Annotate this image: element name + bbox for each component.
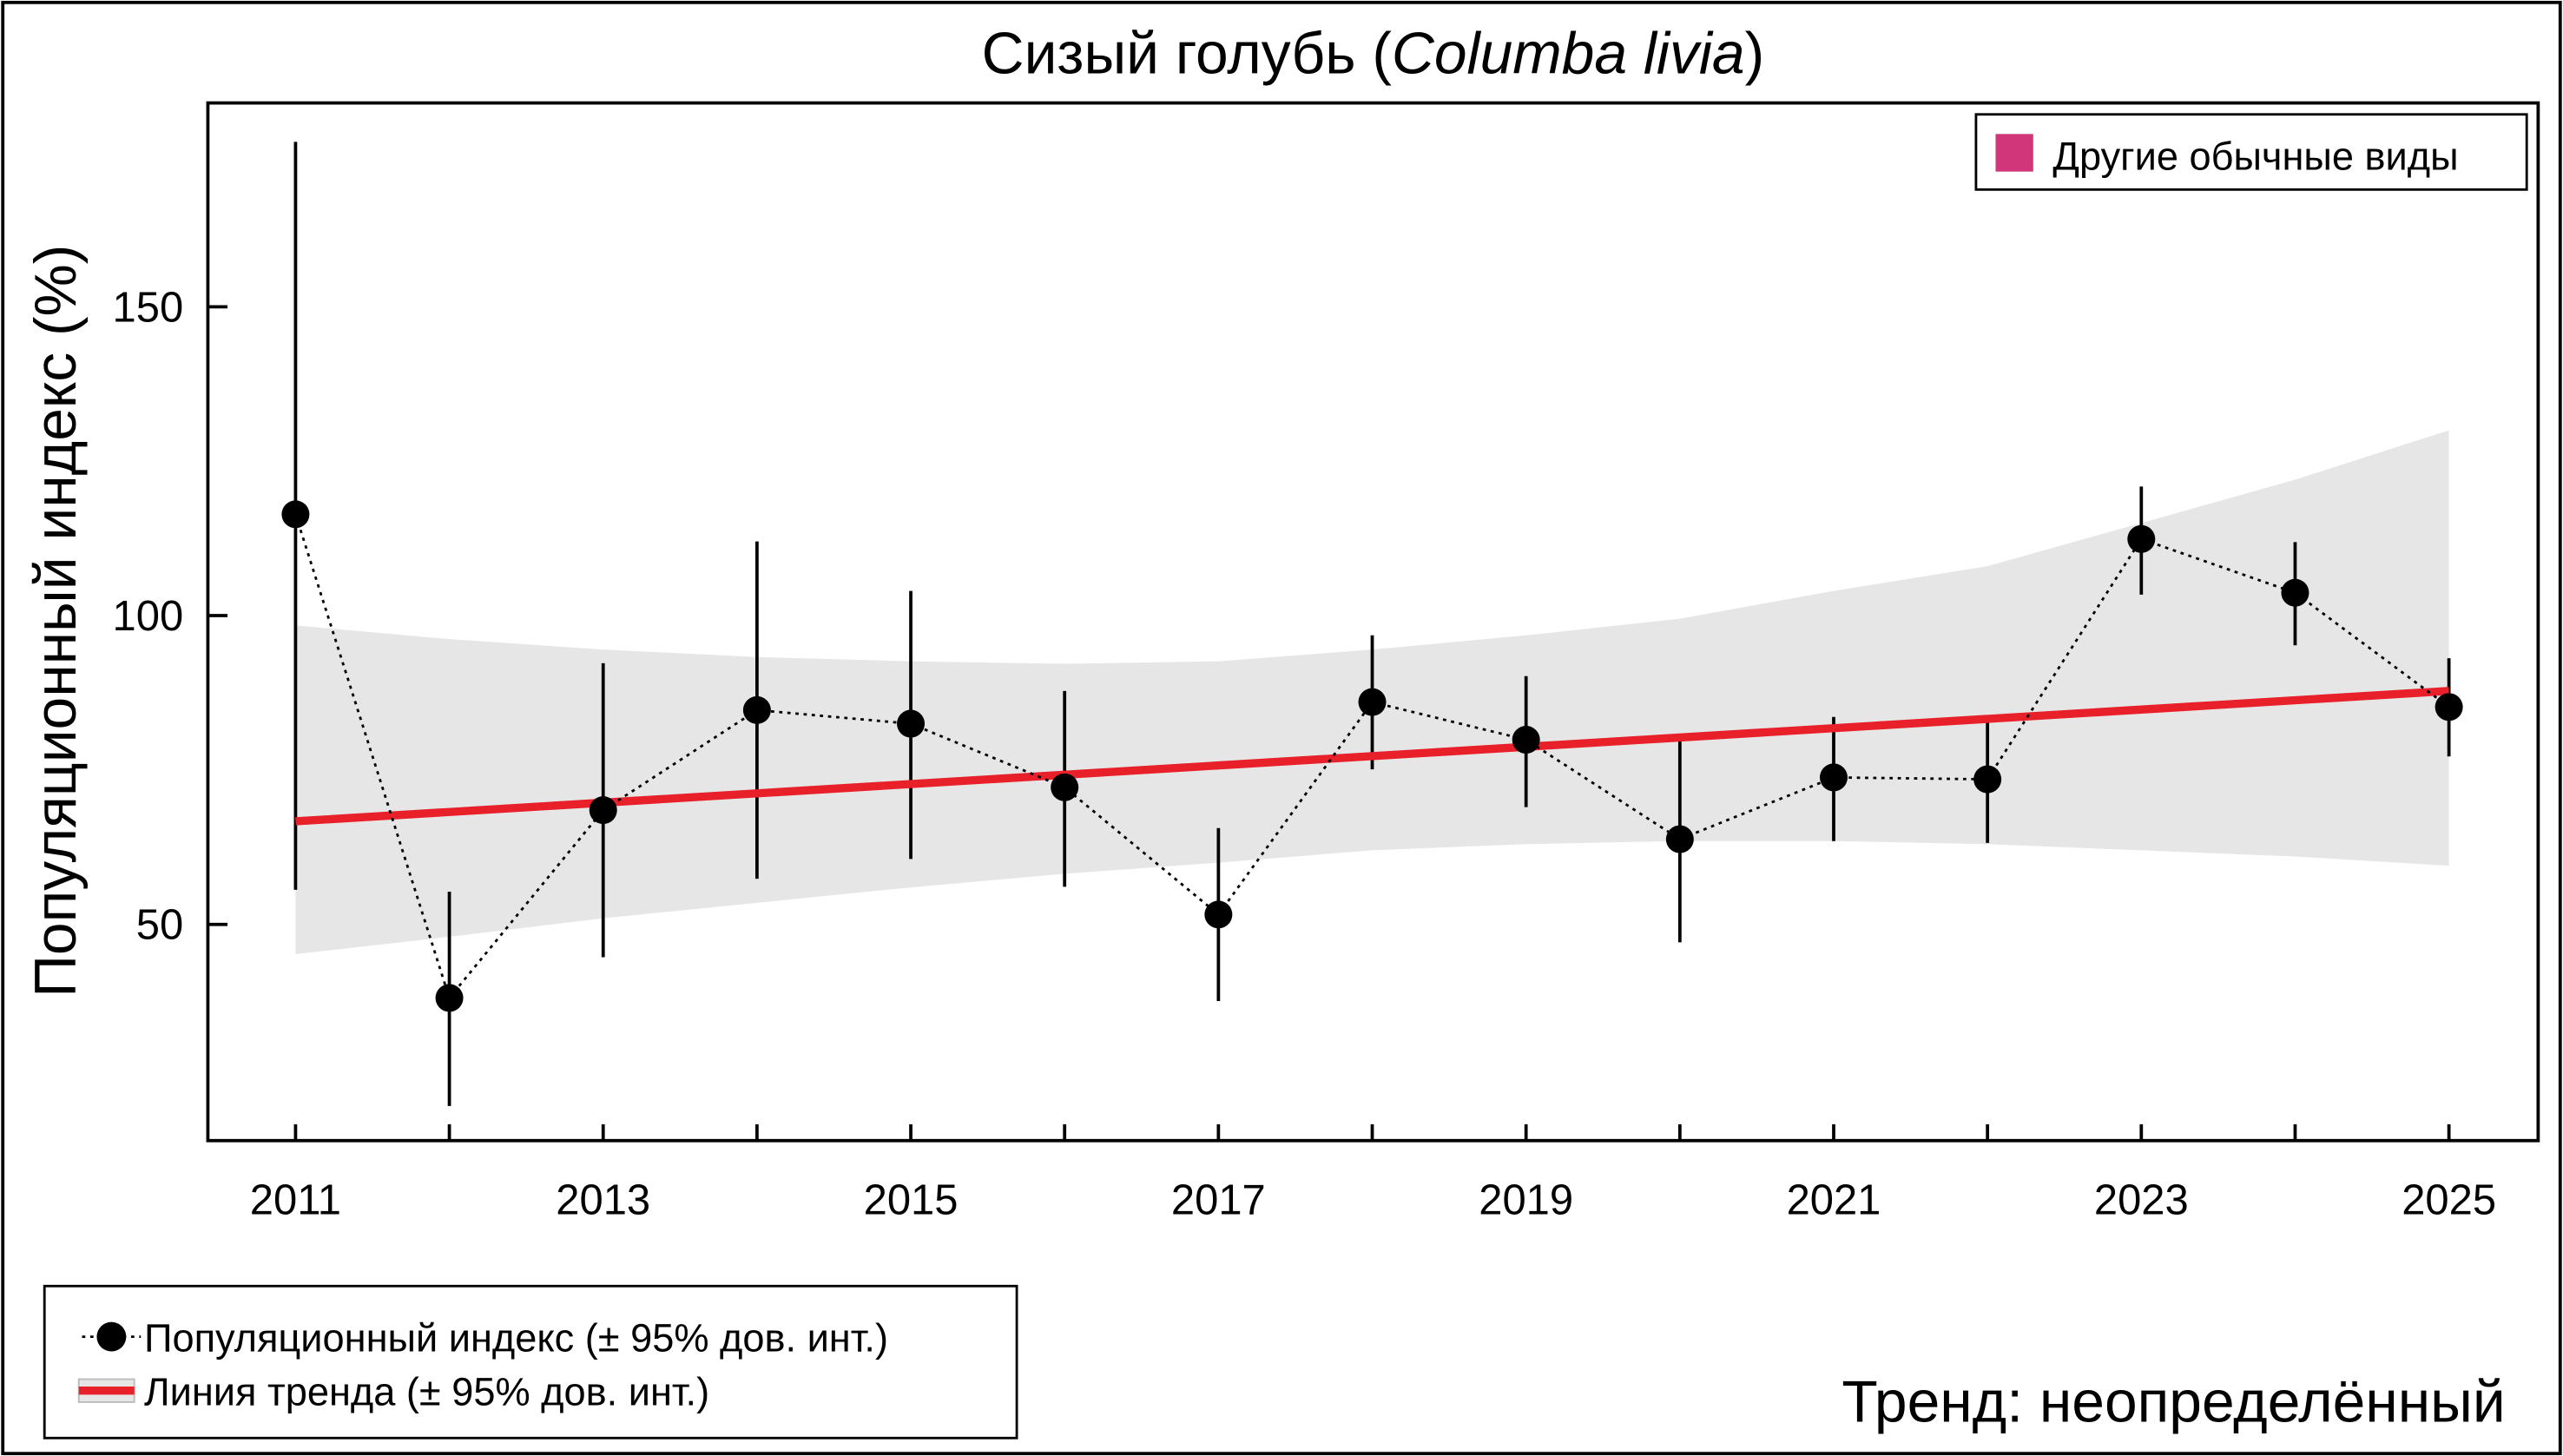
y-axis-label: Популяционный индекс (%) bbox=[23, 245, 89, 998]
other-species-swatch bbox=[1995, 134, 2033, 172]
data-point-2016 bbox=[1051, 773, 1079, 801]
data-point-2017 bbox=[1204, 900, 1233, 929]
chart-title: Сизый голубь (Columba livia) bbox=[982, 22, 1765, 87]
x-tick-label: 2011 bbox=[250, 1176, 341, 1223]
x-tick-label: 2021 bbox=[1787, 1176, 1881, 1223]
y-tick-label: 150 bbox=[113, 284, 184, 331]
x-tick-label: 2017 bbox=[1171, 1176, 1266, 1223]
y-tick-label: 50 bbox=[136, 902, 183, 949]
legend-index-marker bbox=[96, 1321, 127, 1352]
x-tick-label: 2015 bbox=[864, 1176, 959, 1223]
x-tick-label: 2019 bbox=[1479, 1176, 1573, 1223]
data-point-2024 bbox=[2281, 578, 2309, 607]
legend-trend-label: Линия тренда (± 95% дов. инт.) bbox=[144, 1370, 709, 1414]
data-point-2015 bbox=[897, 709, 926, 738]
data-point-2014 bbox=[742, 695, 771, 724]
data-point-2012 bbox=[435, 984, 464, 1012]
data-point-2019 bbox=[1512, 726, 1540, 754]
legend-bottom-left-box bbox=[43, 1284, 1018, 1440]
x-tick-label: 2023 bbox=[2094, 1176, 2189, 1223]
data-point-2011 bbox=[281, 500, 310, 529]
trend-status-text: Тренд: неопределённый bbox=[1842, 1369, 2505, 1434]
legend-top-right-box bbox=[1974, 113, 2528, 191]
legend-bottom-left: Популяционный индекс (± 95% дов. инт.) Л… bbox=[43, 1284, 1018, 1440]
data-point-2023 bbox=[2127, 524, 2156, 553]
data-point-2022 bbox=[1973, 765, 2002, 794]
x-tick-label: 2013 bbox=[556, 1176, 650, 1223]
legend-other-species-label: Другие обычные виды bbox=[2052, 135, 2458, 179]
legend-top-right: Другие обычные виды bbox=[1974, 113, 2528, 191]
y-tick-label: 100 bbox=[113, 593, 184, 640]
x-tick-label: 2025 bbox=[2402, 1176, 2496, 1223]
data-point-2025 bbox=[2435, 693, 2463, 721]
data-point-2021 bbox=[1819, 763, 1848, 792]
trend-line bbox=[295, 687, 2449, 826]
legend-index-label: Популяционный индекс (± 95% дов. инт.) bbox=[144, 1316, 888, 1360]
data-point-2020 bbox=[1665, 825, 1694, 853]
data-point-2018 bbox=[1358, 688, 1387, 716]
data-point-2013 bbox=[589, 796, 617, 825]
